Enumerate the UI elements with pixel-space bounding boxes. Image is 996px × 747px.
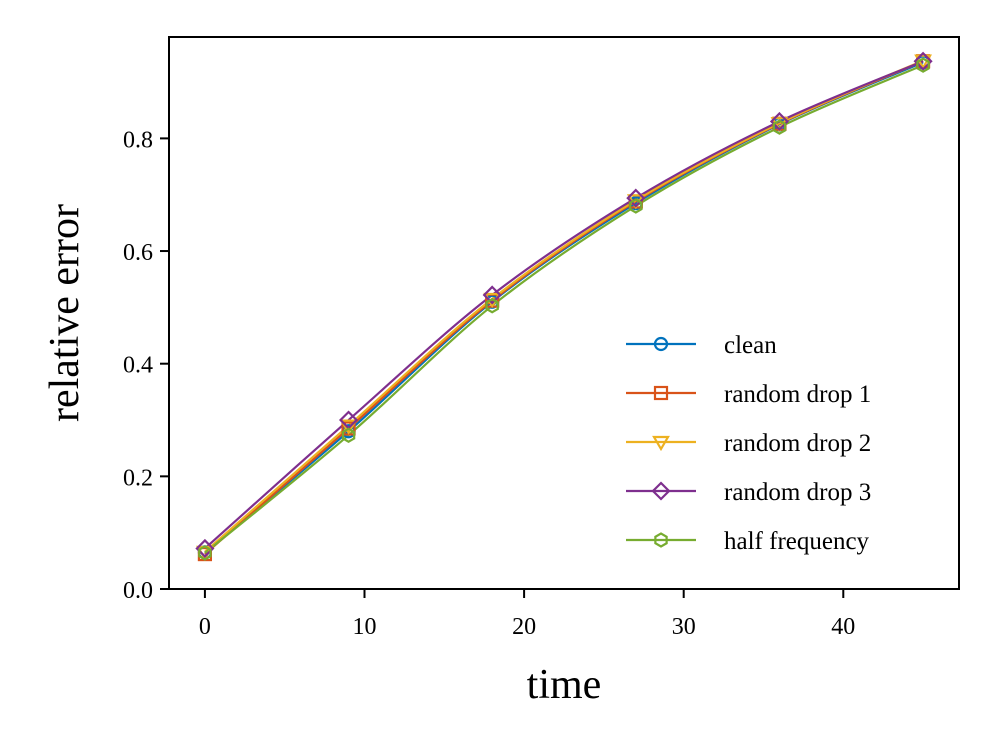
series-5-point-4	[629, 198, 643, 214]
series-5-point-1	[198, 545, 212, 561]
legend-label-2: random drop 1	[724, 381, 871, 408]
legend-label-5: half frequency	[724, 528, 870, 555]
plot-markers	[195, 51, 933, 562]
series-4-point-3	[482, 285, 502, 305]
x-axis-ticks: 0 10 20 30 40	[199, 589, 855, 640]
series-4-point-4	[626, 188, 646, 208]
y-axis-title: relative error	[42, 204, 88, 422]
series-5-point-3	[485, 297, 499, 314]
legend-label-3: random drop 2	[724, 430, 871, 457]
plot-lines	[204, 59, 924, 555]
series-line-3	[204, 59, 924, 553]
legend: clean random drop 1 random drop 2 random dr…	[626, 332, 871, 555]
x-tick-label: 40	[831, 614, 855, 640]
series-3-point-2	[339, 419, 358, 435]
x-tick-label: 30	[672, 614, 696, 640]
legend-marker-4	[651, 481, 671, 501]
y-tick-label: 0.2	[123, 465, 153, 491]
series-5-point-5	[772, 119, 787, 135]
y-tick-label: 0.0	[123, 578, 153, 604]
plot-frame	[168, 36, 960, 590]
x-tick-label: 20	[512, 614, 536, 640]
series-4-point-6	[913, 51, 933, 71]
legend-marker-1	[653, 336, 669, 352]
y-tick-label: 0.4	[123, 353, 153, 379]
y-axis-ticks: 0.0 0.2 0.4 0.6 0.8	[123, 127, 169, 604]
legend-marker-5	[654, 532, 668, 548]
y-tick-label: 0.8	[123, 127, 153, 153]
legend-marker-3	[652, 435, 670, 452]
series-4-point-5	[769, 111, 790, 132]
series-3-point-5	[770, 117, 789, 133]
x-tick-label: 10	[353, 614, 377, 640]
y-tick-label: 0.6	[123, 240, 153, 266]
legend-label-1: clean	[724, 332, 777, 359]
series-line-4	[204, 60, 924, 550]
series-4-point-1	[195, 538, 215, 559]
series-5-point-2	[341, 427, 356, 443]
legend-marker-2	[653, 385, 669, 401]
x-tick-label: 0	[199, 614, 211, 640]
series-line-5	[204, 64, 924, 554]
x-axis-title: time	[527, 662, 602, 708]
series-5-point-6	[916, 57, 930, 73]
legend-label-4: random drop 3	[724, 479, 871, 506]
